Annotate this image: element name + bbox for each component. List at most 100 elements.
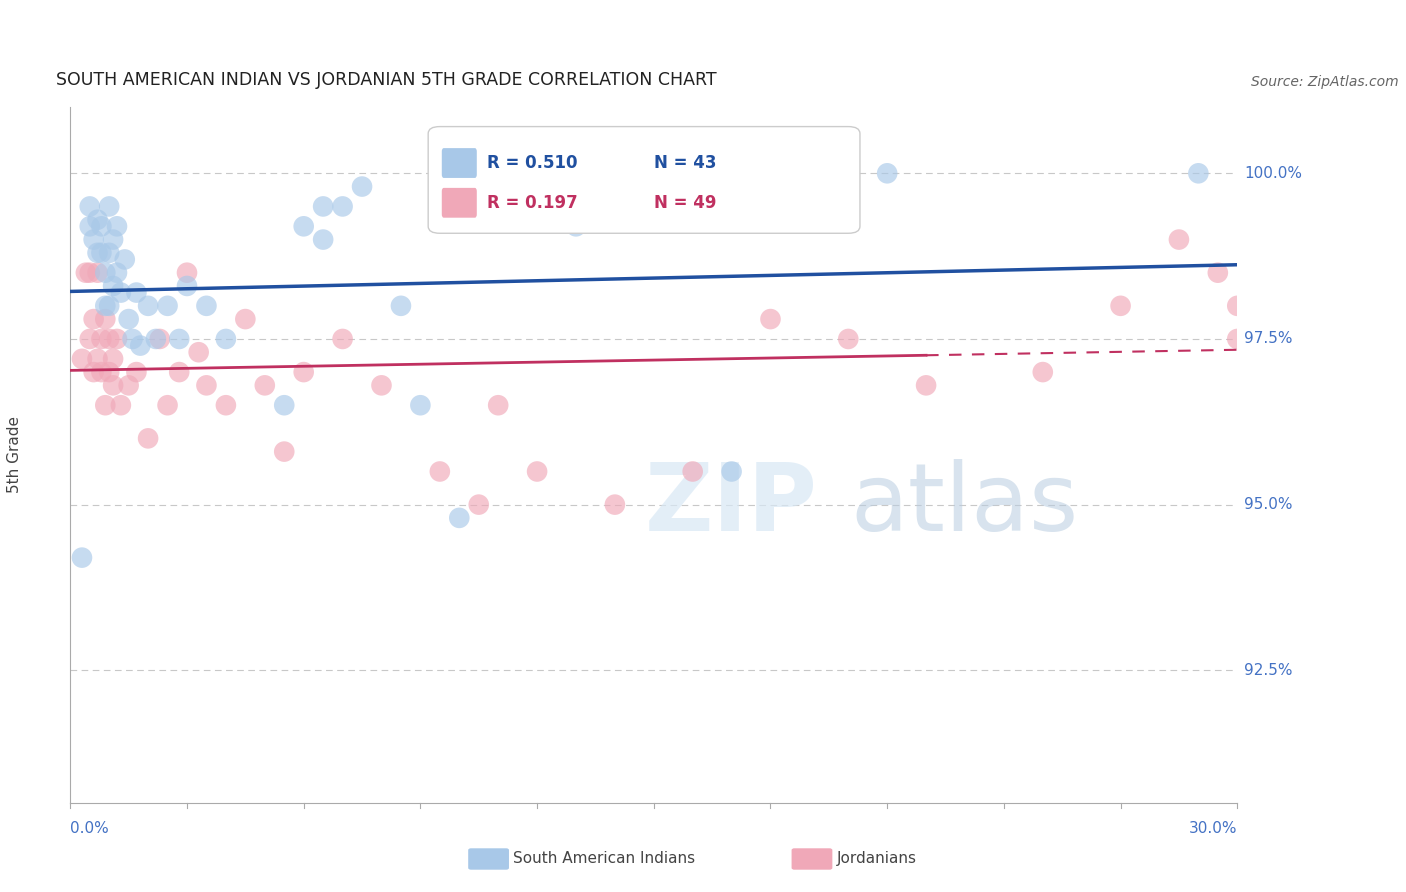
- Point: [110, 285, 132, 300]
- Point: [94, 266, 117, 280]
- Point: [118, 312, 141, 326]
- Point: [312, 199, 335, 213]
- Point: [79, 332, 101, 346]
- Point: [682, 465, 704, 479]
- Point: [90, 365, 112, 379]
- Text: R = 0.510: R = 0.510: [486, 154, 576, 172]
- Point: [118, 378, 141, 392]
- Point: [98, 245, 121, 260]
- Point: [332, 332, 354, 346]
- Point: [79, 266, 101, 280]
- Point: [105, 266, 128, 280]
- Point: [101, 378, 124, 392]
- Point: [292, 219, 315, 234]
- Point: [332, 199, 354, 213]
- Point: [1187, 166, 1209, 180]
- Point: [195, 378, 218, 392]
- Point: [98, 199, 121, 213]
- Point: [136, 431, 159, 445]
- Text: 30.0%: 30.0%: [1189, 821, 1237, 836]
- Point: [720, 465, 742, 479]
- Point: [156, 398, 179, 412]
- Point: [129, 338, 152, 352]
- Text: N = 43: N = 43: [654, 154, 716, 172]
- Point: [83, 233, 105, 247]
- Point: [167, 332, 190, 346]
- Point: [86, 245, 108, 260]
- Point: [86, 212, 108, 227]
- Text: atlas: atlas: [851, 458, 1080, 550]
- Point: [253, 378, 276, 392]
- Point: [90, 332, 112, 346]
- Text: 100.0%: 100.0%: [1244, 166, 1302, 181]
- Text: 0.0%: 0.0%: [70, 821, 110, 836]
- Point: [125, 285, 148, 300]
- Point: [94, 398, 117, 412]
- Point: [101, 351, 124, 366]
- Point: [98, 365, 121, 379]
- Text: 5th Grade: 5th Grade: [7, 417, 21, 493]
- Point: [101, 279, 124, 293]
- Text: ZIP: ZIP: [645, 458, 818, 550]
- Point: [215, 332, 238, 346]
- Point: [312, 233, 335, 247]
- Point: [876, 166, 898, 180]
- Point: [114, 252, 136, 267]
- Point: [915, 378, 938, 392]
- Point: [1206, 266, 1229, 280]
- Point: [86, 266, 108, 280]
- Point: [449, 511, 471, 525]
- Point: [409, 398, 432, 412]
- Text: R = 0.197: R = 0.197: [486, 194, 578, 212]
- Point: [273, 444, 295, 458]
- Point: [90, 219, 112, 234]
- Point: [1226, 299, 1249, 313]
- Point: [121, 332, 143, 346]
- Point: [352, 179, 374, 194]
- Point: [98, 299, 121, 313]
- Point: [125, 365, 148, 379]
- Point: [83, 365, 105, 379]
- Point: [75, 266, 97, 280]
- Text: 95.0%: 95.0%: [1244, 497, 1292, 512]
- Point: [167, 365, 190, 379]
- Point: [83, 312, 105, 326]
- Text: SOUTH AMERICAN INDIAN VS JORDANIAN 5TH GRADE CORRELATION CHART: SOUTH AMERICAN INDIAN VS JORDANIAN 5TH G…: [56, 71, 717, 89]
- Point: [273, 398, 295, 412]
- Point: [292, 365, 315, 379]
- Point: [759, 312, 782, 326]
- Point: [429, 465, 451, 479]
- Point: [565, 219, 588, 234]
- Point: [156, 299, 179, 313]
- Point: [187, 345, 209, 359]
- Point: [94, 299, 117, 313]
- Text: 97.5%: 97.5%: [1244, 332, 1292, 346]
- Point: [110, 398, 132, 412]
- Text: Jordanians: Jordanians: [837, 852, 917, 866]
- Point: [603, 498, 626, 512]
- Point: [370, 378, 392, 392]
- Point: [1167, 233, 1189, 247]
- FancyBboxPatch shape: [441, 148, 477, 178]
- Point: [149, 332, 172, 346]
- Point: [90, 245, 112, 260]
- Text: N = 49: N = 49: [654, 194, 716, 212]
- Point: [94, 312, 117, 326]
- FancyBboxPatch shape: [429, 127, 860, 234]
- Point: [176, 279, 198, 293]
- Point: [526, 465, 548, 479]
- Point: [86, 351, 108, 366]
- Text: South American Indians: South American Indians: [513, 852, 696, 866]
- Point: [837, 332, 859, 346]
- Point: [70, 351, 93, 366]
- Text: Source: ZipAtlas.com: Source: ZipAtlas.com: [1251, 75, 1399, 89]
- Point: [1032, 365, 1054, 379]
- FancyBboxPatch shape: [441, 188, 477, 218]
- Point: [195, 299, 218, 313]
- Point: [79, 219, 101, 234]
- Point: [136, 299, 159, 313]
- Point: [1109, 299, 1132, 313]
- Point: [79, 199, 101, 213]
- Point: [486, 398, 509, 412]
- Point: [467, 498, 491, 512]
